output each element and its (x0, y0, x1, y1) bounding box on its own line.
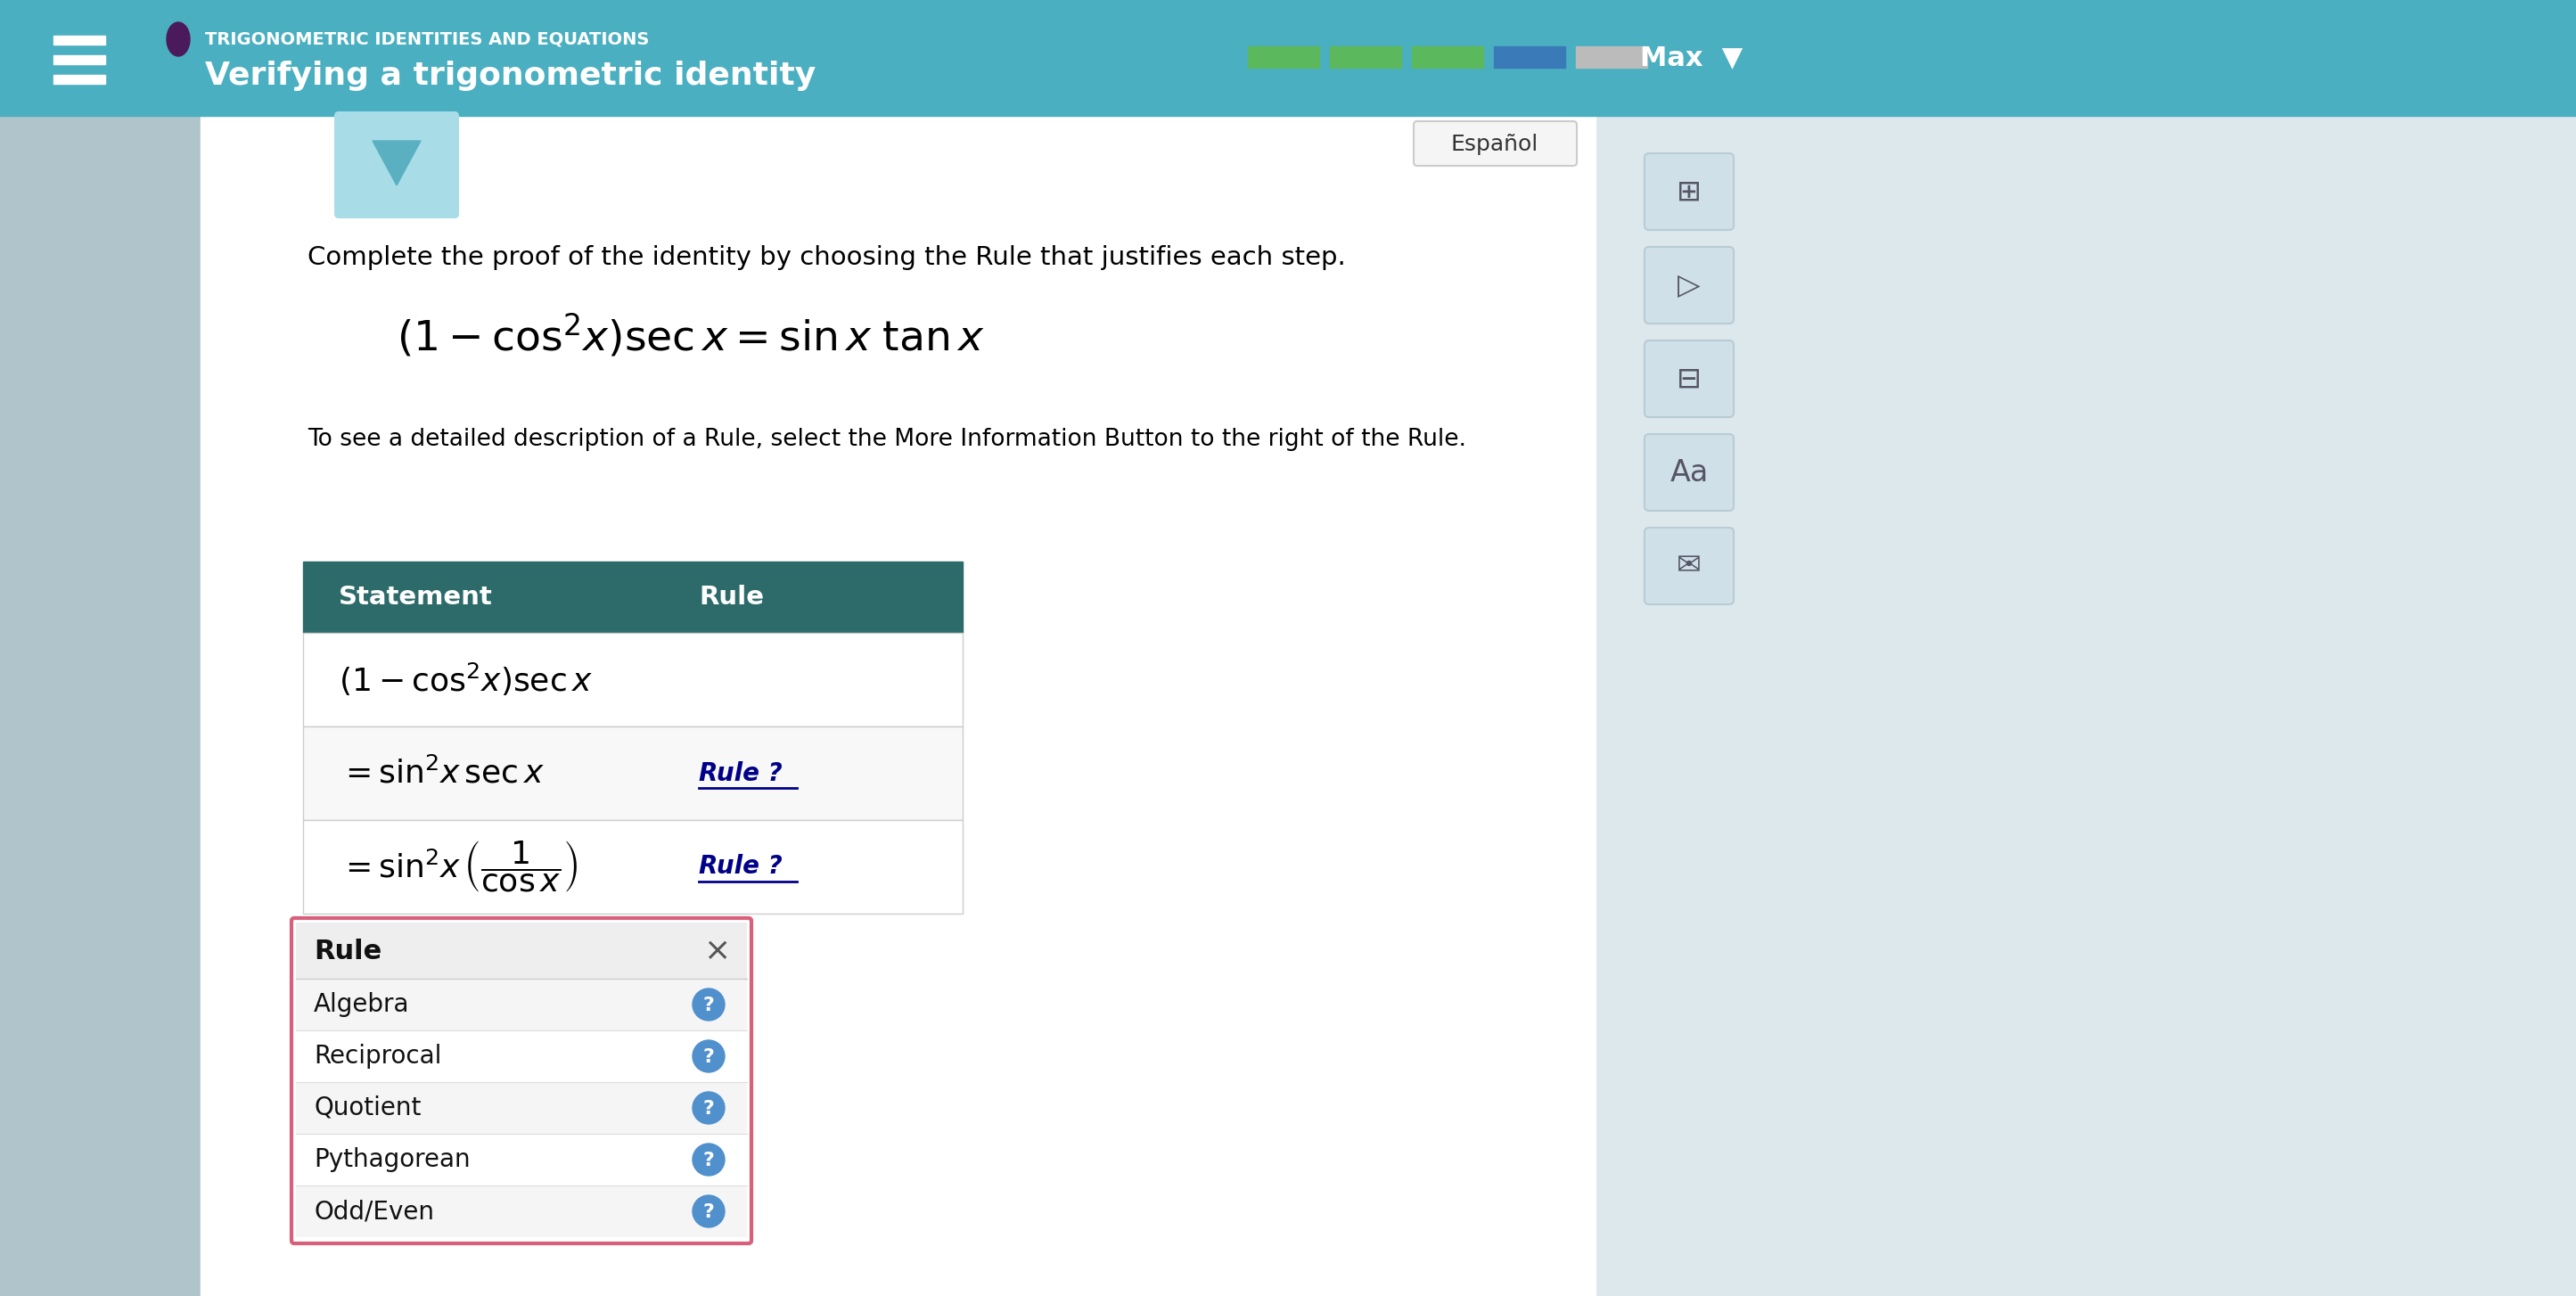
Bar (1595, 0, 2576, 1296)
Text: ⊟: ⊟ (1677, 364, 1703, 394)
Text: ?: ? (703, 1203, 714, 1221)
FancyBboxPatch shape (1643, 341, 1734, 417)
Bar (296, 1082, 747, 1134)
Text: ?: ? (703, 1100, 714, 1117)
Text: $=\sin^2\!x\,\left(\dfrac{1}{\cos x}\right)$: $=\sin^2\!x\,\left(\dfrac{1}{\cos x}\rig… (337, 840, 577, 894)
FancyBboxPatch shape (335, 111, 459, 219)
Text: ▷: ▷ (1677, 271, 1700, 299)
Circle shape (693, 1143, 724, 1175)
Text: Statement: Statement (337, 584, 492, 609)
Bar (1329, 47, 1401, 67)
Text: Rule: Rule (698, 584, 765, 609)
Text: Verifying a trigonometric identity: Verifying a trigonometric identity (206, 61, 817, 91)
Text: Quotient: Quotient (314, 1095, 420, 1121)
Text: ×: × (703, 936, 729, 967)
FancyBboxPatch shape (1643, 248, 1734, 324)
FancyBboxPatch shape (291, 918, 752, 1243)
Ellipse shape (167, 22, 191, 56)
Text: ?: ? (703, 997, 714, 1015)
Bar (1494, 47, 1566, 67)
Bar (296, 923, 747, 978)
Text: Complete the proof of the identity by choosing the Rule that justifies each step: Complete the proof of the identity by ch… (307, 245, 1345, 270)
Bar (304, 820, 963, 914)
Circle shape (693, 1093, 724, 1124)
Text: Max  ▼: Max ▼ (1641, 45, 1744, 71)
FancyBboxPatch shape (1643, 527, 1734, 604)
FancyBboxPatch shape (1643, 153, 1734, 229)
Text: $=\sin^2\!x\,\mathrm{sec}\,x$: $=\sin^2\!x\,\mathrm{sec}\,x$ (337, 757, 544, 789)
Bar (304, 727, 963, 820)
Circle shape (693, 1195, 724, 1227)
Bar (1247, 47, 1319, 67)
Circle shape (693, 989, 724, 1020)
Text: $\left(1-\cos^2\!x\right)\mathrm{sec}\,x$: $\left(1-\cos^2\!x\right)\mathrm{sec}\,x… (337, 661, 592, 699)
Text: Rule ?: Rule ? (698, 854, 783, 879)
Bar (296, 1186, 747, 1238)
Bar (201, 115, 1595, 1296)
Text: Español: Español (1450, 133, 1538, 156)
Text: Rule ?: Rule ? (698, 761, 783, 785)
Bar (296, 1030, 747, 1082)
Text: TRIGONOMETRIC IDENTITIES AND EQUATIONS: TRIGONOMETRIC IDENTITIES AND EQUATIONS (206, 30, 649, 47)
Text: Pythagorean: Pythagorean (314, 1147, 471, 1172)
Text: Odd/Even: Odd/Even (314, 1199, 435, 1223)
Text: ⊞: ⊞ (1677, 178, 1703, 206)
Bar (304, 561, 963, 632)
FancyBboxPatch shape (1414, 122, 1577, 166)
Bar (0, 0, 2576, 115)
Bar (296, 978, 747, 1030)
FancyBboxPatch shape (1643, 434, 1734, 511)
Bar (54, 75, 106, 84)
Bar (54, 36, 106, 44)
Text: ?: ? (703, 1152, 714, 1169)
Bar (304, 632, 963, 727)
Text: ?: ? (703, 1048, 714, 1067)
Text: $\left(1-\cos^2\!x\right)\mathrm{sec}\,x = \sin x\;\tan x$: $\left(1-\cos^2\!x\right)\mathrm{sec}\,x… (397, 312, 984, 359)
Text: Aa: Aa (1669, 457, 1708, 487)
Text: ✉: ✉ (1677, 551, 1703, 581)
Text: Algebra: Algebra (314, 991, 410, 1017)
Text: To see a detailed description of a Rule, select the More Information Button to t: To see a detailed description of a Rule,… (307, 428, 1466, 451)
Bar (0, 0, 201, 1296)
Bar (1412, 47, 1484, 67)
Text: Rule: Rule (314, 938, 381, 964)
Bar (1577, 47, 1646, 67)
Text: Reciprocal: Reciprocal (314, 1043, 440, 1069)
Bar (296, 1134, 747, 1186)
Bar (54, 56, 106, 65)
Circle shape (693, 1041, 724, 1072)
Polygon shape (374, 141, 420, 185)
